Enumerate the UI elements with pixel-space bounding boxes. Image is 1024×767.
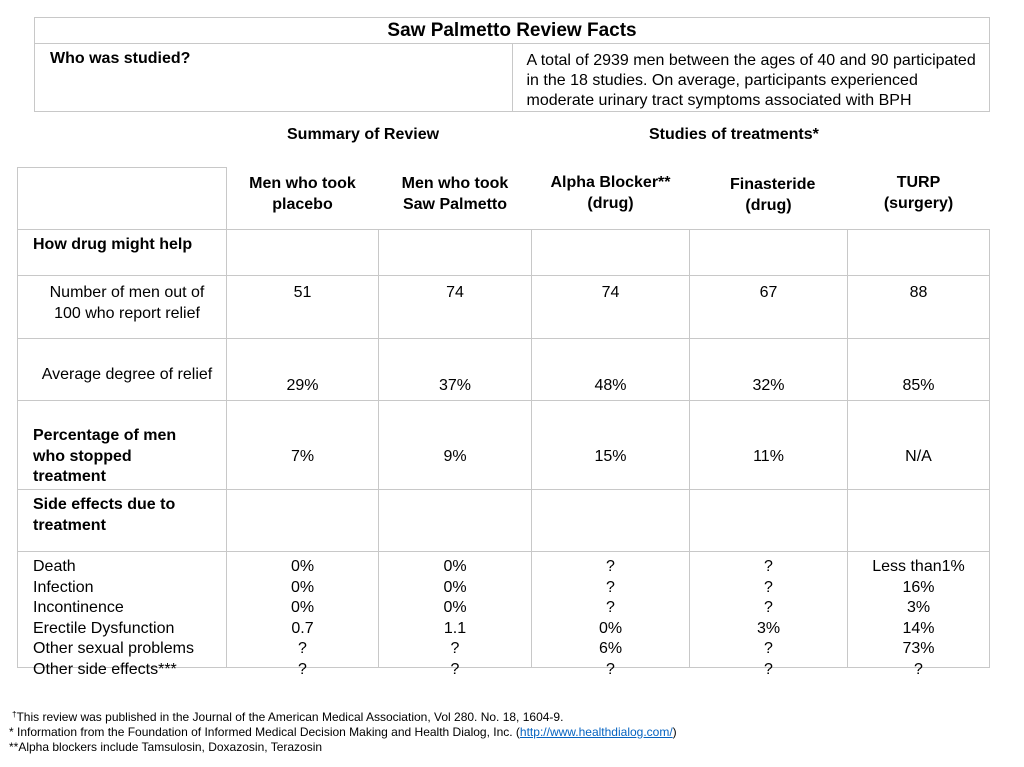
stopped-value-placebo: 7% xyxy=(290,448,315,465)
stopped-value-saw-palmetto: 9% xyxy=(443,448,467,465)
side-effect-value: ? xyxy=(606,558,615,575)
row-label-how-drug-might-help: How drug might help xyxy=(33,236,193,253)
side-effect-label-other-sexual-problems: Other sexual problems xyxy=(33,640,194,657)
column-header-turp: TURP (surgery) xyxy=(883,174,954,212)
side-effect-value: ? xyxy=(606,660,615,678)
relief-value-finasteride: 67 xyxy=(759,284,778,301)
side-effect-value: ? xyxy=(764,578,773,596)
side-effect-value: 0% xyxy=(598,619,623,637)
side-effect-labels: Death Infection Incontinence Erectile Dy… xyxy=(33,557,226,680)
side-effect-value: 73% xyxy=(902,640,935,657)
who-studied-text: A total of 2939 men between the ages of … xyxy=(511,43,990,112)
side-effect-value: 0% xyxy=(290,578,315,596)
facts-title: Saw Palmetto Review Facts xyxy=(34,17,990,44)
side-effect-value: 14% xyxy=(902,619,935,637)
side-effect-label-infection: Infection xyxy=(33,578,94,596)
side-effect-label-erectile-dysfunction: Erectile Dysfunction xyxy=(33,619,175,637)
who-studied-label: Who was studied? xyxy=(34,43,513,112)
side-effect-value: 3% xyxy=(906,599,931,616)
side-effects-finasteride: ? ? ? 3% ? ? xyxy=(690,557,847,680)
side-effects-alpha-blocker: ? ? ? 0% 6% ? xyxy=(532,557,689,680)
side-effect-value: ? xyxy=(606,599,615,616)
degree-value-finasteride: 32% xyxy=(752,377,785,394)
side-effect-value: 0% xyxy=(290,558,315,575)
side-effect-value: ? xyxy=(764,640,773,657)
side-effect-value: 0% xyxy=(443,558,467,575)
stopped-value-turp: N/A xyxy=(905,448,932,465)
relief-value-placebo: 51 xyxy=(293,284,312,301)
column-header-finasteride: Finasteride (drug) xyxy=(730,176,816,214)
summary-heading: Summary of Review xyxy=(287,126,440,143)
side-effect-value: ? xyxy=(450,660,460,678)
side-effect-value: 0.7 xyxy=(291,619,314,637)
degree-value-placebo: 29% xyxy=(286,377,319,394)
side-effect-value: ? xyxy=(764,599,773,616)
treatment-comparison-table: Men who took placebo Men who took Saw Pa… xyxy=(17,167,990,678)
side-effect-label-incontinence: Incontinence xyxy=(33,599,124,616)
side-effect-value: Less than1% xyxy=(872,558,965,575)
footnote-journal: †This review was published in the Journa… xyxy=(12,710,563,725)
side-effect-value: 16% xyxy=(902,578,935,596)
side-effect-value: ? xyxy=(298,660,307,678)
degree-value-saw-palmetto: 37% xyxy=(438,377,472,394)
facts-table: Saw Palmetto Review Facts Who was studie… xyxy=(34,17,990,112)
side-effect-value: 1.1 xyxy=(443,619,467,637)
side-effects-placebo: 0% 0% 0% 0.7 ? ? xyxy=(227,557,378,680)
side-effect-label-death: Death xyxy=(33,558,76,575)
side-effect-value: ? xyxy=(914,660,923,678)
side-effect-value: ? xyxy=(298,640,307,657)
relief-value-turp: 88 xyxy=(909,284,928,301)
column-header-placebo: Men who took placebo xyxy=(249,175,356,213)
column-header-saw-palmetto: Men who took Saw Palmetto xyxy=(401,175,509,213)
side-effect-value: ? xyxy=(764,660,773,678)
footnote-foundation: * Information from the Foundation of Inf… xyxy=(9,725,677,740)
column-header-alpha-blocker: Alpha Blocker** (drug) xyxy=(550,174,671,212)
side-effect-value: ? xyxy=(606,578,615,596)
side-effect-value: 0% xyxy=(290,599,315,616)
stopped-value-finasteride: 11% xyxy=(753,448,784,465)
healthdialog-link[interactable]: http://www.healthdialog.com/ xyxy=(519,725,673,739)
side-effect-label-other-side-effects: Other side effects*** xyxy=(33,660,177,678)
side-effect-value: ? xyxy=(450,640,460,657)
side-effects-turp: Less than1% 16% 3% 14% 73% ? xyxy=(848,557,989,680)
relief-value-saw-palmetto: 74 xyxy=(446,284,464,301)
row-label-number-reporting-relief: Number of men out of 100 who report reli… xyxy=(49,284,205,322)
stopped-value-alpha-blocker: 15% xyxy=(594,448,627,465)
side-effect-value: 0% xyxy=(443,599,467,616)
footnote-foundation-prefix: * Information from the Foundation of Inf… xyxy=(9,725,520,739)
side-effects-saw-palmetto: 0% 0% 0% 1.1 ? ? xyxy=(379,557,531,680)
footnote-alpha-blockers: **Alpha blockers include Tamsulosin, Dox… xyxy=(9,740,323,754)
degree-value-turp: 85% xyxy=(902,377,935,394)
row-label-average-degree-of-relief: Average degree of relief xyxy=(41,366,213,383)
row-label-side-effects: Side effects due to treatment xyxy=(33,496,176,534)
degree-value-alpha-blocker: 48% xyxy=(594,377,627,394)
side-effect-value: 0% xyxy=(443,578,467,596)
studies-heading: Studies of treatments* xyxy=(649,126,819,143)
side-effect-value: ? xyxy=(764,558,773,575)
side-effect-value: 6% xyxy=(598,640,623,657)
dagger-mark: † xyxy=(12,710,17,719)
row-label-percentage-stopped: Percentage of men who stopped treatment xyxy=(33,427,177,485)
footnote-foundation-suffix: ) xyxy=(672,725,677,739)
side-effect-value: 3% xyxy=(756,619,781,637)
relief-value-alpha-blocker: 74 xyxy=(601,284,620,301)
footnote-journal-text: This review was published in the Journal… xyxy=(16,710,564,724)
